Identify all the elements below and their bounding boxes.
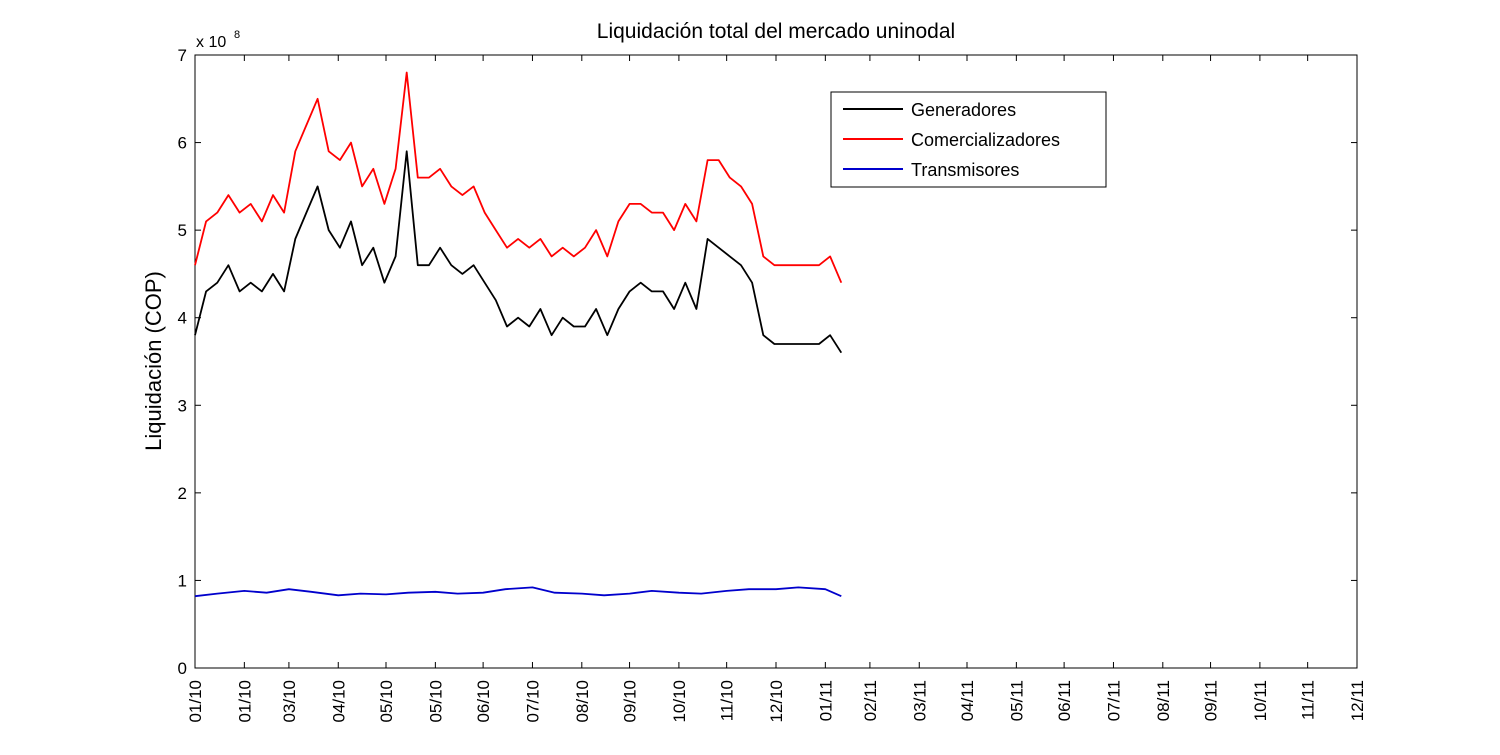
legend-label-comercializadores: Comercializadores: [911, 130, 1060, 150]
y-tick-label: 1: [178, 571, 187, 590]
x-tick-label: 06/10: [474, 680, 493, 723]
x-tick-label: 03/11: [910, 680, 929, 721]
y-tick-label: 4: [178, 309, 187, 328]
y-exponent-power: 8: [234, 29, 240, 41]
x-tick-label: 01/11: [816, 680, 835, 721]
x-tick-label: 01/10: [235, 680, 254, 723]
y-tick-label: 5: [178, 221, 187, 240]
x-tick-label: 01/10: [186, 680, 205, 723]
x-tick-label: 11/11: [1299, 680, 1318, 720]
series-line-transmisores: [194, 586, 842, 598]
x-tick-label: 11/10: [718, 680, 737, 721]
x-tick-label: 05/10: [377, 680, 396, 723]
x-axis-ticks: 01/10 01/10 03/10 04/10 05/10 05/10 06/10 07/10…: [186, 55, 1367, 723]
series-lines: [194, 71, 843, 598]
legend-label-transmisores: Transmisores: [911, 160, 1019, 180]
y-tick-label: 6: [178, 134, 187, 153]
x-tick-label: 07/10: [523, 680, 542, 723]
x-tick-label: 10/10: [670, 680, 689, 723]
y-axis-ticks: 0 1 2 3 4 5 6 7: [178, 46, 1357, 678]
x-tick-label: 02/11: [861, 680, 880, 721]
x-tick-label: 08/11: [1154, 680, 1173, 721]
y-tick-label: 2: [178, 484, 187, 503]
y-axis-label: Liquidación (COP): [141, 271, 166, 451]
x-tick-label: 12/10: [767, 680, 786, 723]
x-tick-label: 03/10: [280, 680, 299, 723]
x-tick-label: 07/11: [1104, 680, 1123, 721]
legend-label-generadores: Generadores: [911, 100, 1016, 120]
x-tick-label: 08/10: [573, 680, 592, 723]
y-tick-label: 3: [178, 396, 187, 415]
plot-area: [194, 54, 1358, 669]
y-tick-label: 0: [178, 659, 187, 678]
x-tick-label: 05/11: [1007, 680, 1026, 721]
chart-title: Liquidación total del mercado uninodal: [597, 20, 955, 43]
legend: Generadores Comercializadores Transmisor…: [830, 91, 1107, 188]
x-tick-label: 06/11: [1055, 680, 1074, 721]
x-tick-label: 04/10: [329, 680, 348, 723]
series-line-comercializadores: [194, 71, 843, 284]
y-exponent-label: x 10: [196, 34, 226, 51]
x-tick-label: 09/11: [1202, 680, 1221, 721]
x-tick-label: 04/11: [958, 680, 977, 721]
x-tick-label: 10/11: [1251, 680, 1270, 721]
x-tick-label: 05/10: [426, 680, 445, 723]
y-tick-label: 7: [178, 46, 187, 65]
x-tick-label: 12/11: [1348, 680, 1367, 721]
x-tick-label: 09/10: [621, 680, 640, 723]
series-line-generadores: [194, 150, 843, 354]
